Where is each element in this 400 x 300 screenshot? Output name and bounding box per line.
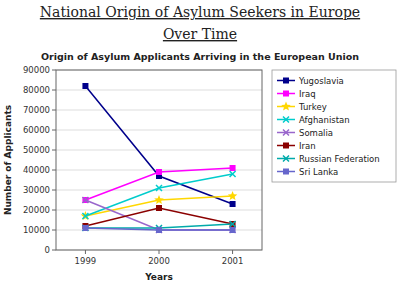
y-tick-label: 60000 <box>23 125 50 135</box>
series-line <box>85 196 232 216</box>
legend-marker <box>283 117 289 123</box>
plot-frame <box>56 70 262 250</box>
legend-marker <box>281 102 291 111</box>
y-tick-label: 0 <box>45 245 50 255</box>
legend-label: Iran <box>299 141 316 151</box>
y-tick <box>52 190 56 191</box>
point <box>156 227 162 233</box>
x-tick <box>159 250 160 254</box>
legend-label: Turkey <box>298 102 327 112</box>
x-axis-label: Years <box>144 272 173 282</box>
grid-line <box>56 190 262 191</box>
y-tick-label: 40000 <box>23 165 50 175</box>
point <box>230 227 236 233</box>
grid-line <box>56 130 262 131</box>
point <box>156 205 162 211</box>
legend-marker <box>283 78 289 84</box>
series-line <box>85 86 232 204</box>
x-tick-label: 2000 <box>148 256 170 266</box>
point <box>82 225 88 231</box>
title: National Origin of Asylum Seekers in Eur… <box>40 4 360 20</box>
point <box>156 185 162 191</box>
point <box>230 171 236 177</box>
point <box>82 197 88 203</box>
y-tick <box>52 110 56 111</box>
point <box>82 197 88 203</box>
x-tick-label: 2001 <box>222 256 244 266</box>
point <box>228 191 238 200</box>
legend-marker <box>283 91 289 97</box>
grid-line <box>56 110 262 111</box>
y-axis-label: Number of Applicants <box>3 105 13 215</box>
y-tick <box>52 90 56 91</box>
point <box>230 165 236 171</box>
y-tick <box>52 170 56 171</box>
legend-label: Yugoslavia <box>298 76 344 86</box>
series-line <box>85 200 232 230</box>
chart: National Origin of Asylum Seekers in Eur… <box>0 0 400 300</box>
point <box>82 213 88 219</box>
point <box>230 221 236 227</box>
legend-marker <box>283 143 289 149</box>
legend-marker <box>283 130 289 136</box>
x-tick <box>232 250 233 254</box>
y-tick <box>52 210 56 211</box>
legend-marker <box>283 156 289 162</box>
x-tick-label: 1999 <box>75 256 97 266</box>
y-tick-label: 50000 <box>23 145 50 155</box>
y-tick <box>52 70 56 71</box>
point <box>82 83 88 89</box>
legend-label: Afghanistan <box>299 115 350 125</box>
y-tick-label: 90000 <box>23 65 50 75</box>
y-tick-label: 20000 <box>23 205 50 215</box>
point <box>156 169 162 175</box>
grid-line <box>56 150 262 151</box>
legend-label: Sri Lanka <box>299 167 338 177</box>
y-tick <box>52 250 56 251</box>
y-tick-label: 80000 <box>23 85 50 95</box>
subtitle: Origin of Asylum Applicants Arriving in … <box>41 51 359 62</box>
plot-area <box>81 83 238 233</box>
legend-label: Somalia <box>299 128 333 138</box>
y-tick-label: 30000 <box>23 185 50 195</box>
legend: Yugoslavia Iraq Turkey Afghanistan Somalia Ir… <box>272 70 396 182</box>
legend-label: Russian Federation <box>299 154 380 164</box>
point <box>156 227 162 233</box>
legend-label: Iraq <box>299 89 316 99</box>
point <box>82 225 88 231</box>
x-tick <box>85 250 86 254</box>
title: Over Time <box>163 26 237 42</box>
point <box>230 227 236 233</box>
legend-frame <box>272 70 396 182</box>
point <box>154 195 164 204</box>
y-tick <box>52 130 56 131</box>
y-tick <box>52 230 56 231</box>
point <box>230 201 236 207</box>
legend-marker <box>283 169 289 175</box>
y-tick-label: 70000 <box>23 105 50 115</box>
y-tick-label: 10000 <box>23 225 50 235</box>
y-tick <box>52 150 56 151</box>
grid-line <box>56 90 262 91</box>
